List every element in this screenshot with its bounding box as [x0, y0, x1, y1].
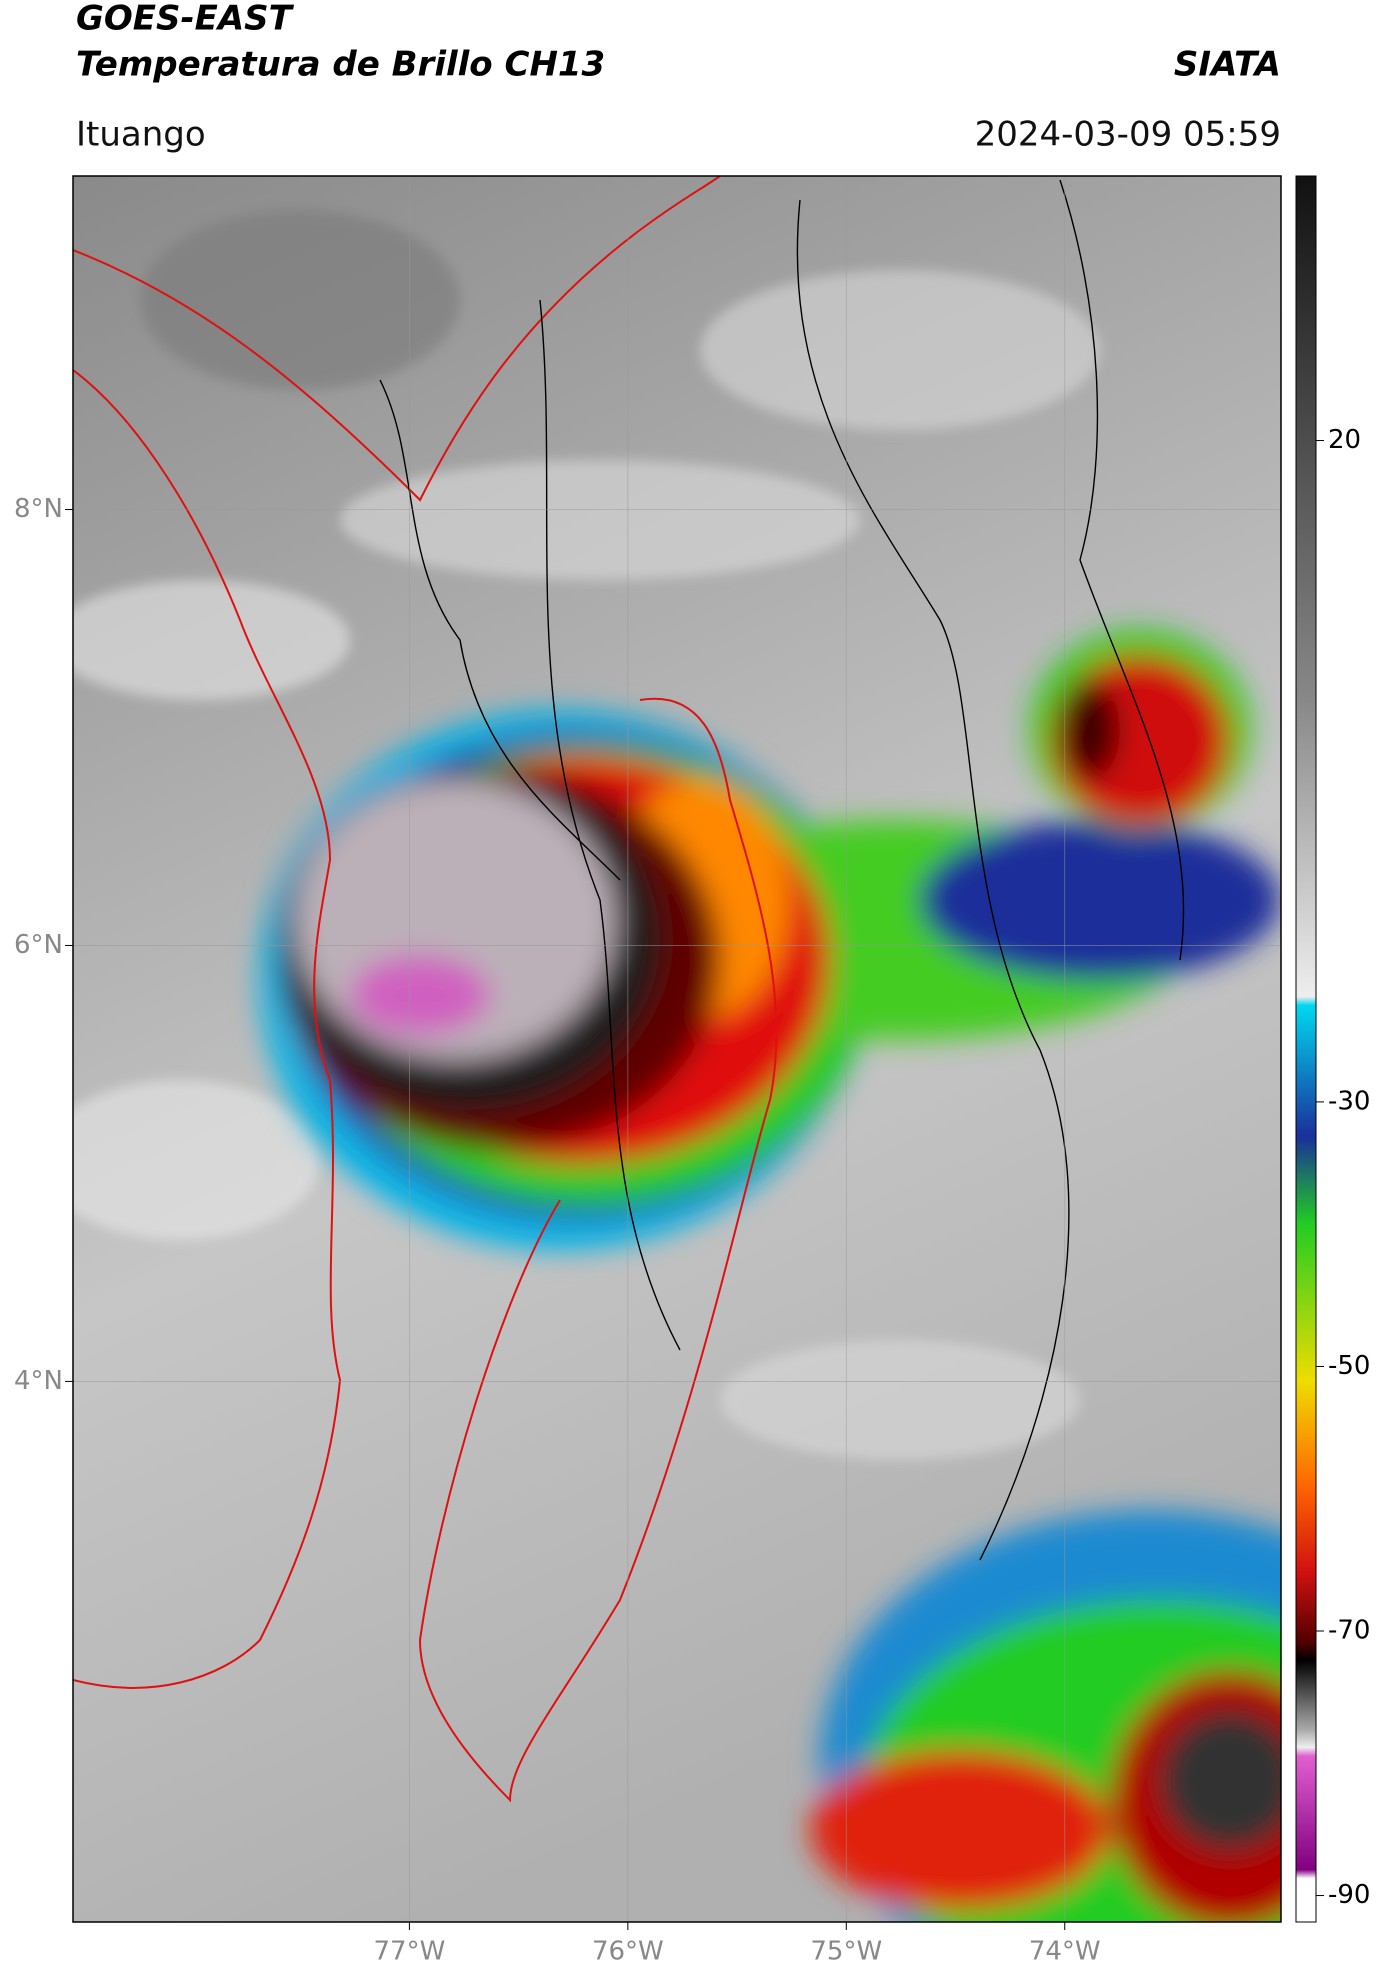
title: GOES-EAST	[76, 0, 295, 39]
x-tick-label: 75°W	[810, 1937, 882, 1967]
colorbar: 20 -30 -50 -70 -90	[1295, 175, 1370, 1923]
colorbar-tick-label: 20	[1328, 425, 1361, 455]
subtitle: Temperatura de Brillo CH13	[76, 45, 605, 85]
imagery	[73, 176, 1281, 1922]
colorbar-tick-label: -50	[1328, 1351, 1370, 1381]
x-tick-label: 77°W	[374, 1937, 446, 1967]
colorbar-tick-label: -30	[1328, 1086, 1370, 1116]
y-tick-label: 4°N	[14, 1366, 63, 1396]
y-tick-label: 6°N	[14, 930, 63, 960]
colorbar-scale	[1295, 175, 1317, 1923]
x-tick-label: 76°W	[592, 1937, 664, 1967]
colorbar-tick-label: -70	[1328, 1616, 1370, 1646]
x-tick-label: 74°W	[1029, 1937, 1101, 1967]
colorbar-tick-label: -90	[1328, 1880, 1370, 1910]
location: Ituango	[76, 115, 206, 155]
grid: 77°W 76°W 75°W 74°W 8°N 6°N 4°N	[14, 176, 1281, 1967]
y-tick-label: 8°N	[14, 494, 63, 524]
map-frame	[72, 175, 1282, 1923]
source: SIATA	[1174, 45, 1281, 85]
datetime: 2024-03-09 05:59	[975, 115, 1281, 155]
